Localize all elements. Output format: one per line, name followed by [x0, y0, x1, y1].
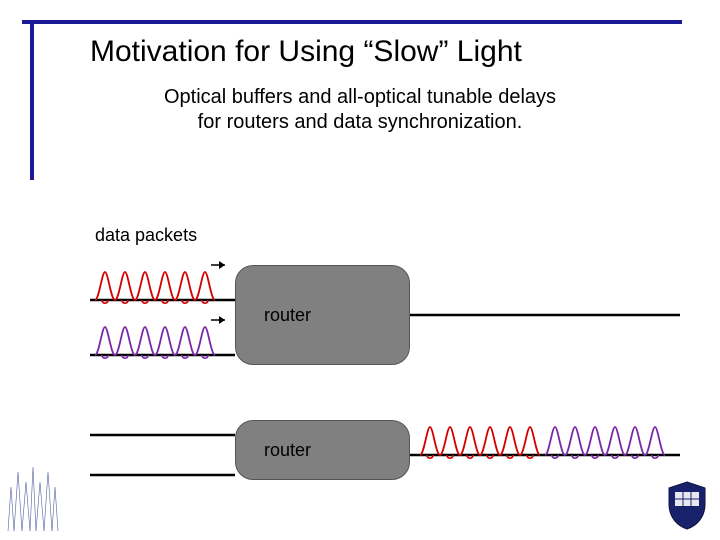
spectrum-icon [6, 467, 61, 532]
slide: Motivation for Using “Slow” Light Optica… [0, 0, 720, 540]
router-label: router [264, 305, 311, 326]
router-box-top: router [235, 265, 410, 365]
router-label: router [264, 440, 311, 461]
router-box-bottom: router [235, 420, 410, 480]
shield-logo-icon [666, 480, 708, 530]
